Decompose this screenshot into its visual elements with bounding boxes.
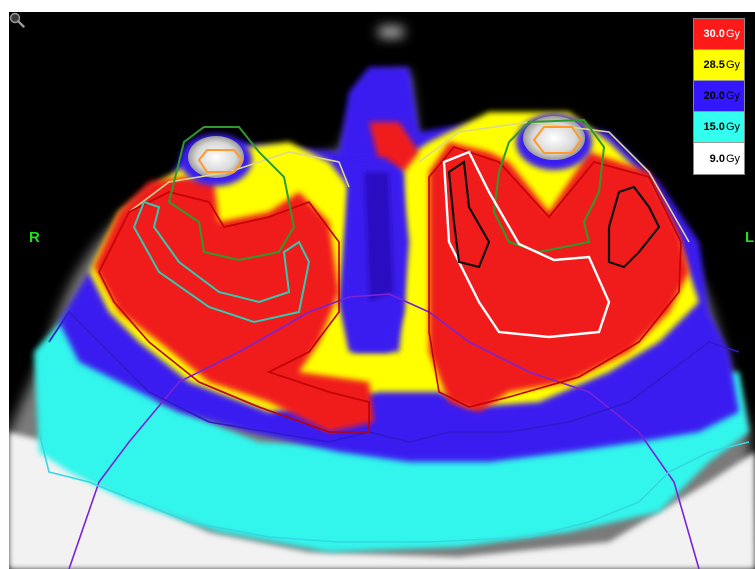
legend-value: 30.0 — [703, 28, 725, 40]
legend-row-20gy: 20.0 Gy — [694, 81, 744, 112]
orientation-right-label: R — [29, 229, 40, 246]
legend-value: 28.5 — [703, 59, 725, 71]
dose-wash-image — [9, 27, 755, 569]
legend-value: 15.0 — [703, 121, 725, 133]
legend-unit: Gy — [725, 28, 740, 40]
structure-contours — [38, 118, 750, 569]
dose-legend: 30.0 Gy 28.5 Gy 20.0 Gy 15.0 Gy 9.0 Gy — [693, 18, 745, 175]
magnifier-icon[interactable] — [9, 12, 25, 28]
legend-row-15gy: 15.0 Gy — [694, 112, 744, 143]
legend-row-28-5gy: 28.5 Gy — [694, 50, 744, 81]
legend-unit: Gy — [725, 152, 740, 165]
dose-image-viewer[interactable]: R L 30.0 Gy 28.5 Gy 20.0 Gy 15.0 Gy 9.0 Gy — [9, 12, 755, 569]
legend-row-30gy: 30.0 Gy — [694, 19, 744, 50]
orientation-left-label: L — [745, 229, 755, 246]
dose-15gy-region — [34, 312, 749, 552]
legend-value: 9.0 — [709, 152, 725, 165]
dose-9gy-region — [9, 432, 755, 569]
legend-unit: Gy — [725, 121, 740, 133]
dose-midline-region — [344, 157, 404, 352]
legend-value: 20.0 — [703, 90, 725, 102]
legend-unit: Gy — [725, 59, 740, 71]
legend-unit: Gy — [725, 90, 740, 102]
legend-row-9gy: 9.0 Gy — [694, 143, 744, 174]
